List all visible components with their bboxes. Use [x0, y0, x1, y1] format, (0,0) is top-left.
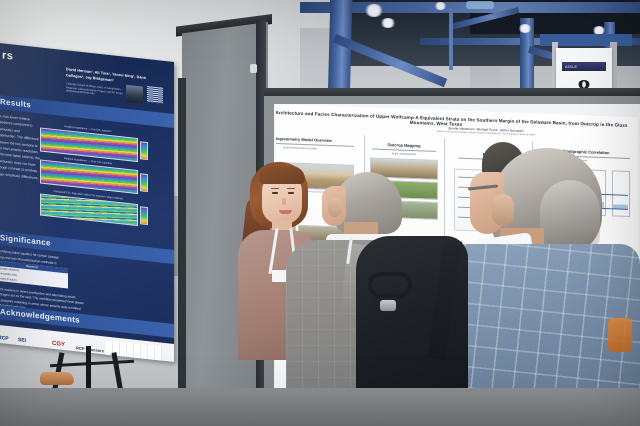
- presenter-eye-left: [272, 192, 278, 195]
- ceiling-light-icon: [364, 4, 384, 17]
- presenter-fringe: [259, 166, 305, 184]
- results-body-text: CO₂ has lower relative impedance compare…: [0, 113, 40, 180]
- sponsor-logo-rcp: RCP: [0, 334, 9, 343]
- qr-code-icon: [147, 86, 163, 104]
- colorbar: [140, 206, 148, 226]
- ceiling-panel-light: [466, 1, 494, 9]
- attendee-b-ear: [492, 194, 514, 226]
- ceiling-light-icon: [380, 18, 396, 28]
- presenter-eye-right: [288, 192, 294, 195]
- panel-sub-outcrop-mapping: Scale and Resolution: [391, 152, 417, 157]
- ceiling-light-icon: [518, 24, 532, 33]
- poster-clip-icon: [250, 64, 257, 73]
- backpack-buckle: [380, 300, 396, 311]
- poster-board-edge-left: [178, 78, 186, 426]
- sponsor-logo-sei: SEI: [18, 337, 27, 344]
- presenter-mouth: [279, 210, 292, 214]
- attendee-b-bag-accent: [608, 318, 632, 352]
- easel-center-post: [86, 346, 91, 426]
- presenter-nose: [282, 198, 286, 205]
- ceiling-light-icon: [592, 26, 606, 35]
- ceiling-pipe: [449, 8, 453, 70]
- presenter-eyebrow-left: [271, 188, 279, 190]
- author-headshot: [126, 84, 143, 104]
- ceiling-light-icon: [434, 2, 447, 10]
- attendee-a-ear: [328, 198, 342, 217]
- right-board-top-edge: [264, 88, 640, 98]
- left-poster: rs David Herman¹, Ali Tura¹, Yanrui Ning…: [0, 42, 174, 363]
- sponsor-logo-cgy: CGY: [52, 340, 66, 349]
- venue-floor-front: [0, 388, 640, 426]
- sign-banner-text: AISLE: [565, 64, 578, 69]
- sign-mount-bar: [540, 34, 632, 46]
- sign-banner-band: [562, 62, 606, 71]
- presenter-eyebrow-right: [287, 188, 295, 190]
- colorbar: [140, 173, 148, 193]
- name-badge: [272, 270, 288, 282]
- backpack-handle: [368, 272, 412, 298]
- shoe: [40, 372, 74, 385]
- colorbar: [140, 141, 148, 161]
